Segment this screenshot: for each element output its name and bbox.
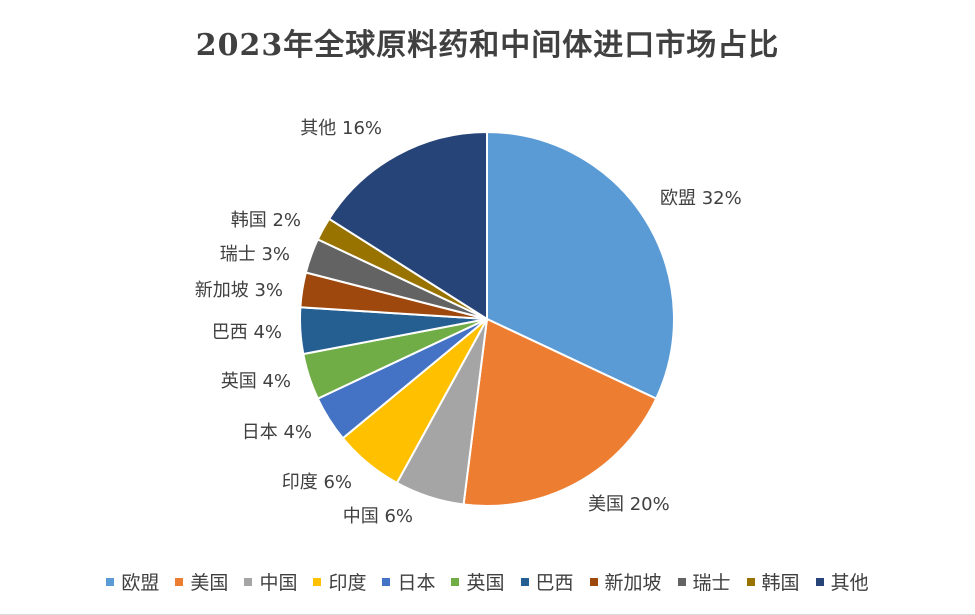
legend-item-0: 欧盟 bbox=[106, 568, 159, 595]
legend-label: 瑞士 bbox=[692, 572, 731, 594]
legend-item-8: 瑞士 bbox=[677, 568, 731, 595]
legend-item-4: 日本 bbox=[382, 568, 435, 595]
legend-item-5: 英国 bbox=[451, 568, 505, 595]
data-label-5: 英国 4% bbox=[221, 371, 291, 392]
legend-item-3: 印度 bbox=[313, 568, 366, 595]
legend-label: 巴西 bbox=[535, 572, 574, 594]
legend-label: 印度 bbox=[328, 572, 367, 594]
legend-swatch bbox=[244, 577, 253, 586]
data-label-3: 印度 6% bbox=[282, 472, 352, 493]
legend-item-6: 巴西 bbox=[520, 568, 574, 595]
legend-label: 新加坡 bbox=[604, 572, 662, 594]
legend-swatch bbox=[106, 577, 115, 586]
data-label-9: 韩国 2% bbox=[231, 210, 301, 231]
legend-swatch bbox=[589, 577, 598, 586]
legend-label: 韩国 bbox=[761, 572, 800, 594]
data-label-1: 美国 20% bbox=[588, 494, 670, 515]
legend-item-2: 中国 bbox=[244, 568, 297, 595]
legend-swatch bbox=[677, 577, 686, 586]
pie-slice-1 bbox=[462, 317, 658, 508]
legend-item-9: 韩国 bbox=[746, 568, 800, 595]
data-label-8: 瑞士 3% bbox=[220, 244, 290, 265]
legend-item-1: 美国 bbox=[175, 568, 228, 595]
legend-label: 英国 bbox=[466, 572, 505, 594]
data-label-2: 中国 6% bbox=[343, 506, 413, 527]
legend-swatch bbox=[815, 577, 824, 586]
data-label-10: 其他 16% bbox=[300, 118, 382, 139]
legend-swatch bbox=[313, 577, 322, 586]
legend-swatch bbox=[451, 577, 460, 586]
data-label-4: 日本 4% bbox=[242, 422, 312, 443]
data-label-7: 新加坡 3% bbox=[195, 280, 283, 301]
legend-swatch bbox=[175, 577, 184, 586]
legend-swatch bbox=[520, 577, 529, 586]
pie-slice-0 bbox=[486, 130, 675, 400]
legend-label: 中国 bbox=[259, 572, 298, 594]
legend-label: 美国 bbox=[190, 572, 229, 594]
legend-label: 其他 bbox=[830, 572, 869, 594]
legend-label: 日本 bbox=[397, 572, 436, 594]
data-label-6: 巴西 4% bbox=[212, 322, 282, 343]
data-label-0: 欧盟 32% bbox=[660, 188, 742, 209]
legend-swatch bbox=[746, 577, 755, 586]
legend-item-7: 新加坡 bbox=[589, 568, 662, 595]
legend-label: 欧盟 bbox=[121, 572, 160, 594]
legend-swatch bbox=[382, 577, 391, 586]
chart-title: 2023年全球原料药和中间体进口市场占比 bbox=[195, 28, 780, 63]
pie-slice-10 bbox=[327, 130, 488, 321]
pie-chart: 欧盟 32% 美国 20% 中国 6% 印度 6% 日本 4% 英国 4% 巴西 4% 新加坡… bbox=[195, 118, 742, 527]
legend-item-10: 其他 bbox=[815, 568, 869, 595]
legend: 欧盟 美国 中国 印度 日本 英国 巴西 新加坡 瑞士 韩国 其他 bbox=[0, 568, 975, 595]
